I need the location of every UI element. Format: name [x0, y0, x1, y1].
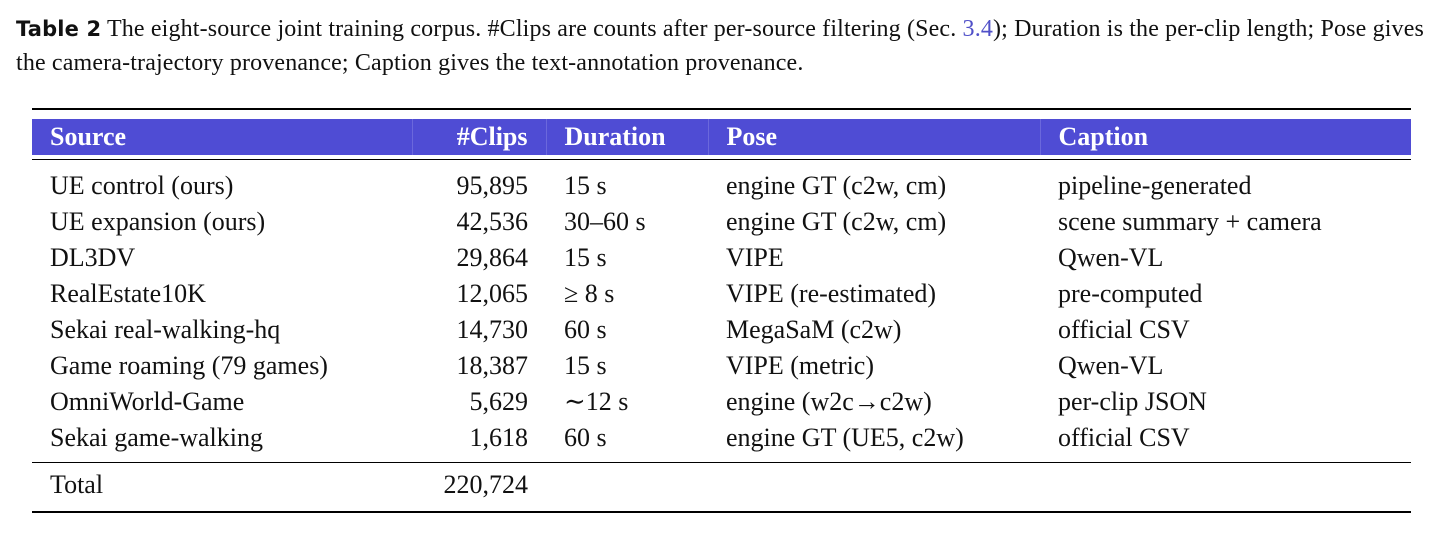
cell-clips: 95,895 — [456, 171, 529, 200]
cell-source: Game roaming (79 games) — [50, 351, 328, 380]
table-row: Game roaming (79 games) 18,387 15 s VIPE (m… — [32, 348, 1411, 384]
cell-caption: per-clip JSON — [1058, 387, 1207, 416]
total-label: Total — [50, 470, 104, 499]
cell-caption: Qwen-VL — [1058, 243, 1164, 272]
table-row: Sekai game-walking 1,618 60 s engine GT (UE… — [32, 420, 1411, 456]
table-row: Sekai real-walking-hq 14,730 60 s MegaSaM (… — [32, 312, 1411, 348]
header-duration: Duration — [546, 119, 709, 155]
cell-duration: 60 s — [564, 315, 607, 344]
data-table: Source #Clips Duration Pose Caption — [32, 119, 1411, 155]
table-body: UE control (ours) 95,895 15 s engine GT (c2… — [32, 168, 1411, 456]
header-caption: Caption — [1058, 122, 1149, 151]
table-total: Total 220,724 — [32, 467, 1411, 503]
cell-caption: Qwen-VL — [1058, 351, 1164, 380]
total-clips: 220,724 — [443, 470, 529, 499]
cell-caption: scene summary + camera — [1058, 207, 1322, 236]
cell-source: UE control (ours) — [50, 171, 234, 200]
cell-caption: official CSV — [1058, 423, 1190, 452]
cell-pose: engine (w2c→c2w) — [726, 387, 932, 416]
cell-clips: 1,618 — [469, 423, 529, 452]
cell-duration: ≥ 8 s — [564, 279, 615, 308]
total-row: Total 220,724 — [32, 467, 1411, 503]
header-source: Source — [32, 119, 413, 155]
cell-pose: engine GT (c2w, cm) — [726, 171, 947, 200]
cell-clips: 14,730 — [456, 315, 529, 344]
bottom-rule — [32, 511, 1411, 513]
cell-caption: pre-computed — [1058, 279, 1203, 308]
caption-text-2: ); Duration is the per-clip length; Pose… — [16, 16, 1425, 76]
cell-source: Sekai game-walking — [50, 423, 263, 452]
cell-duration: 15 s — [564, 171, 607, 200]
table-row: OmniWorld-Game 5,629 ∼12 s engine (w2c→c2w)… — [32, 384, 1411, 420]
cell-pose: VIPE — [726, 243, 784, 272]
cell-clips: 12,065 — [456, 279, 529, 308]
cell-pose: engine GT (UE5, c2w) — [726, 423, 964, 452]
cell-source: OmniWorld-Game — [50, 387, 245, 416]
top-rule — [32, 108, 1411, 110]
cell-source: DL3DV — [50, 243, 136, 272]
corpus-table: Source #Clips Duration Pose Caption UE c… — [32, 108, 1411, 513]
cell-source: RealEstate10K — [50, 279, 206, 308]
cell-pose: VIPE (re-estimated) — [726, 279, 937, 308]
table-row: DL3DV 29,864 15 s VIPE Qwen-VL — [32, 240, 1411, 276]
cell-source: UE expansion (ours) — [50, 207, 266, 236]
cell-pose: engine GT (c2w, cm) — [726, 207, 947, 236]
cell-caption: pipeline-generated — [1058, 171, 1252, 200]
cell-duration: 60 s — [564, 423, 607, 452]
table-caption: Table 2 The eight-source joint training … — [16, 12, 1431, 80]
table-row: UE control (ours) 95,895 15 s engine GT (c2… — [32, 168, 1411, 204]
header-clips: #Clips — [412, 119, 547, 155]
cell-duration: ∼12 s — [564, 387, 629, 416]
caption-text-1: The eight-source joint training corpus. … — [106, 16, 957, 42]
cell-clips: 5,629 — [469, 387, 529, 416]
cell-clips: 29,864 — [456, 243, 529, 272]
header-pose: Pose — [708, 119, 1041, 155]
cell-duration: 15 s — [564, 351, 607, 380]
header-rule — [32, 159, 1411, 160]
table-label: Table 2 — [16, 17, 102, 41]
cell-pose: VIPE (metric) — [726, 351, 875, 380]
mid-rule — [32, 462, 1411, 463]
header-row: Source #Clips Duration Pose Caption — [32, 119, 1411, 155]
table-header: Source #Clips Duration Pose Caption — [32, 119, 1411, 155]
table-row: RealEstate10K 12,065 ≥ 8 s VIPE (re-estimat… — [32, 276, 1411, 312]
cell-duration: 30–60 s — [564, 207, 646, 236]
cell-duration: 15 s — [564, 243, 607, 272]
cell-pose: MegaSaM (c2w) — [726, 315, 902, 344]
cell-source: Sekai real-walking-hq — [50, 315, 281, 344]
section-reference-link[interactable]: 3.4 — [962, 16, 993, 42]
cell-clips: 18,387 — [456, 351, 529, 380]
table-row: UE expansion (ours) 42,536 30–60 s engine G… — [32, 204, 1411, 240]
cell-caption: official CSV — [1058, 315, 1190, 344]
cell-clips: 42,536 — [456, 207, 529, 236]
